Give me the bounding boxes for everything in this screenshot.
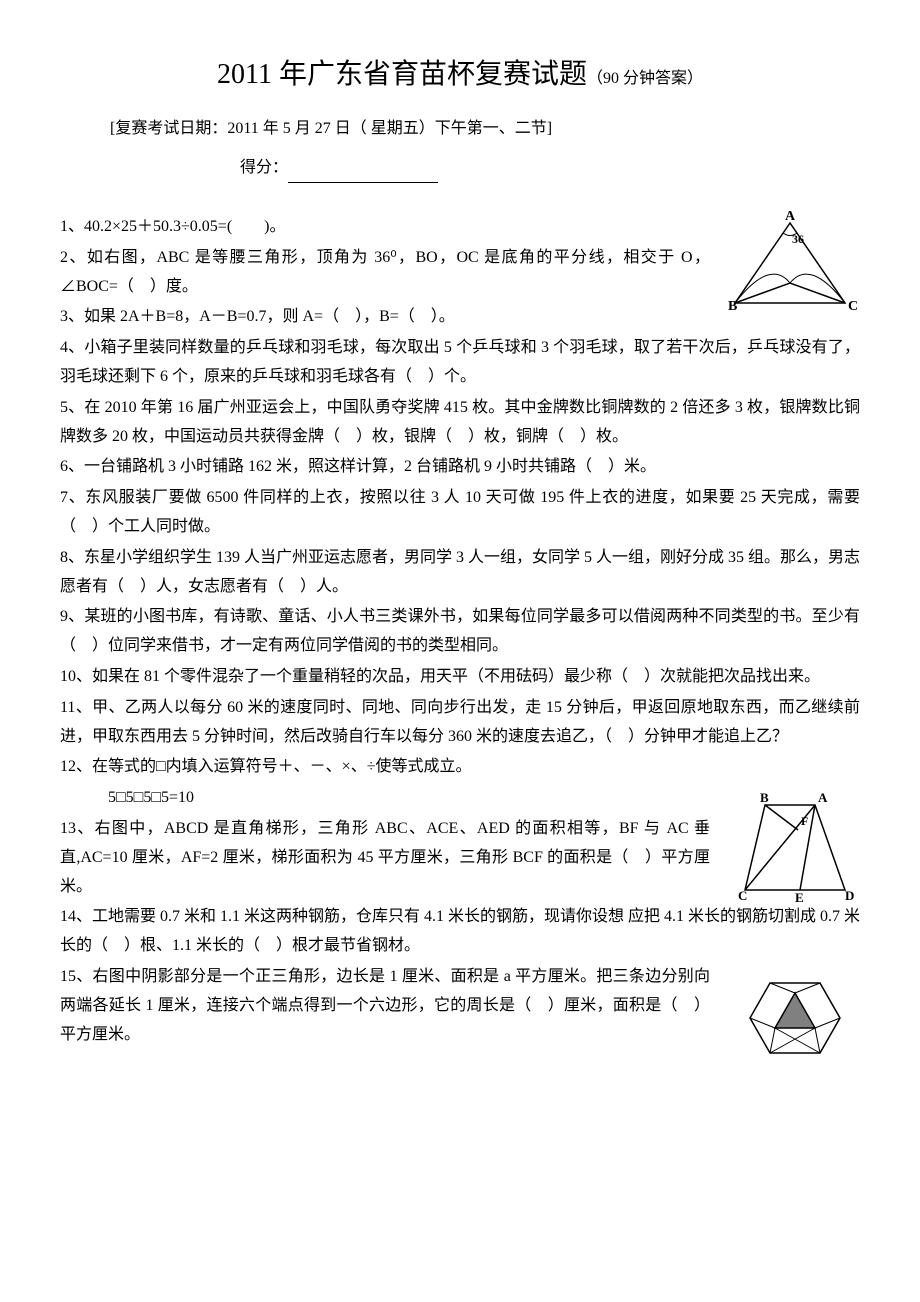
question-14: 14、工地需要 0.7 米和 1.1 米这两种钢筋，仓库只有 4.1 米长的钢筋… [60,903,860,961]
vertex-b-label: B [728,299,737,314]
trapezoid-figure: B A F C E D [730,790,860,905]
question-6: 6、一台铺路机 3 小时铺路 162 米，照这样计算，2 台铺路机 9 小时共铺… [60,453,860,482]
question-7: 7、东风服装厂要做 6500 件同样的上衣，按照以往 3 人 10 天可做 19… [60,484,860,542]
hexagon-figure [740,963,850,1063]
page-title: 2011 年广东省育苗杯复赛试题（90 分钟答案） [60,50,860,100]
questions-content: A B C 36 1、40.2×25＋50.3÷0.05=( )。 2、如右图，… [60,213,860,1049]
exam-date: [复赛考试日期：2011 年 5 月 27 日（ 星期五）下午第一、二节] [110,115,860,144]
svg-text:E: E [795,890,804,905]
vertex-a-label: A [785,209,796,224]
title-main: 2011 年广东省育苗杯复赛试题 [217,59,587,90]
score-label: 得分： [240,159,288,176]
score-line: 得分： [240,154,860,183]
question-8: 8、东星小学组织学生 139 人当广州亚运志愿者，男同学 3 人一组，女同学 5… [60,544,860,602]
question-11: 11、甲、乙两人以每分 60 米的速度同时、同地、同向步行出发，走 15 分钟后… [60,694,860,752]
question-9: 9、某班的小图书库，有诗歌、童话、小人书三类课外书，如果每位同学最多可以借阅两种… [60,603,860,661]
score-blank [288,182,438,183]
question-10: 10、如果在 81 个零件混杂了一个重量稍轻的次品，用天平（不用砝码）最少称（ … [60,663,860,692]
svg-text:D: D [845,888,854,903]
vertex-c-label: C [848,299,858,314]
svg-text:F: F [801,814,808,828]
triangle-figure: A B C 36 [720,208,860,318]
title-sub: （90 分钟答案） [587,70,703,87]
question-5: 5、在 2010 年第 16 届广州亚运会上，中国队勇夺奖牌 415 枚。其中金… [60,394,860,452]
svg-text:C: C [738,888,747,903]
angle-label: 36 [792,232,804,246]
question-12: 12、在等式的□内填入运算符号＋、－、×、÷使等式成立。 [60,753,860,782]
question-4: 4、小箱子里装同样数量的乒乓球和羽毛球，每次取出 5 个乒乓球和 3 个羽毛球，… [60,334,860,392]
svg-text:A: A [818,790,828,805]
svg-text:B: B [760,790,769,805]
